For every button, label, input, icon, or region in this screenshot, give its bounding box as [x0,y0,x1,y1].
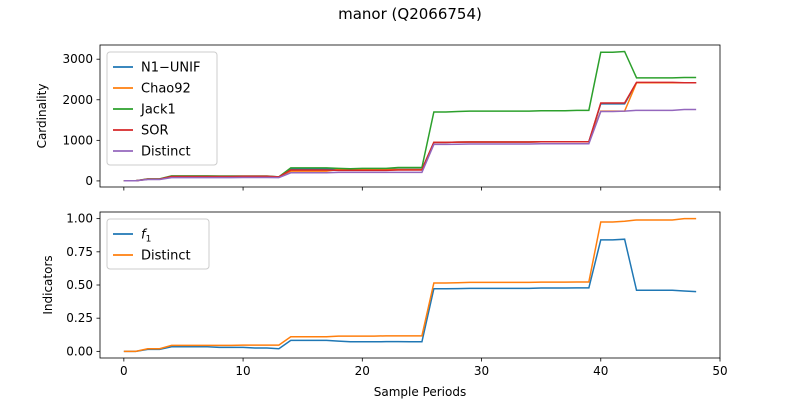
legend-box [106,218,210,270]
y-tick-label: 2000 [62,93,93,107]
series-line-1 [123,238,697,353]
x-tick-label: 20 [355,364,370,378]
x-tick-label: 40 [593,364,608,378]
panel-1: 0 1000 2000 3000 Cardinality N1−UNIF Chao92 Jac… [35,44,721,191]
legend-label: N1−UNIF [141,61,200,76]
y-tick-label: 0.25 [66,311,93,325]
y-tick-label: 1.00 [66,212,93,226]
y-tick-label: 1000 [62,133,93,147]
legend-label: Jack1 [140,103,176,118]
y-tick-label: 0.75 [66,245,93,259]
legend-label: Distinct [141,249,191,264]
y-tick-label: 3000 [62,52,93,66]
figure-title: manor (Q2066754) [338,5,482,23]
x-axis-label: Sample Periods [374,385,466,399]
legend-label: Distinct [141,145,191,160]
legend-label: Chao92 [141,82,191,97]
y-tick-label: 0 [85,174,93,188]
x-tick-label: 10 [235,364,250,378]
x-tick-label: 50 [712,364,727,378]
series-line-4 [123,81,697,182]
series-line-5 [123,108,697,182]
y-tick-label: 0.50 [66,278,93,292]
legend-label: SOR [141,124,169,139]
x-tick-label: 30 [474,364,489,378]
series-line-2 [123,217,697,353]
y-axis-label: Indicators [41,255,55,314]
legend-box [106,51,218,166]
x-tick-label: 0 [120,364,128,378]
panel-2: 0 10 20 30 40 50 0.00 0.25 0.50 0.75 1.00 Indicator… [41,211,728,399]
y-axis-label: Cardinality [35,84,49,149]
y-tick-label: 0.00 [66,344,93,358]
legend-label: f1 [141,228,151,245]
plot-frame [99,44,721,188]
